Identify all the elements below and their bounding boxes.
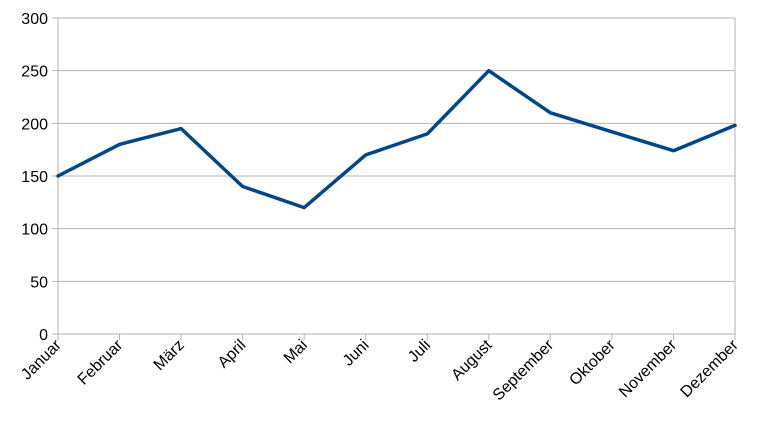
y-tick-labels: 0 50 100 150 200 250 300 <box>21 11 48 344</box>
y-tick-label: 50 <box>30 274 48 291</box>
x-tick-label: Dezember <box>678 336 743 401</box>
x-tick-label: Februar <box>75 336 127 388</box>
x-tick-label: Juni <box>340 337 373 370</box>
y-tick-label: 0 <box>39 327 48 344</box>
grid-lines <box>52 17 735 335</box>
axes <box>57 18 736 340</box>
x-tick-label: April <box>215 337 250 372</box>
x-tick-label: Oktober <box>566 336 619 389</box>
x-tick-labels: Januar Februar März April Mai Juni Juli AugustS… <box>18 336 742 404</box>
y-tick-label: 250 <box>21 64 48 81</box>
x-tick-label: März <box>151 337 188 374</box>
y-tick-label: 150 <box>21 169 48 186</box>
x-tick-label: Mai <box>281 337 311 367</box>
x-tick-label: Juli <box>405 337 434 366</box>
x-tick-label: September <box>490 336 558 404</box>
x-tick-label: August <box>448 336 496 384</box>
y-tick-label: 100 <box>21 222 48 239</box>
y-tick-label: 200 <box>21 116 48 133</box>
y-tick-label: 300 <box>21 11 48 28</box>
series-line <box>56 68 737 210</box>
x-tick-label: November <box>616 336 681 401</box>
series-lines <box>56 68 737 210</box>
